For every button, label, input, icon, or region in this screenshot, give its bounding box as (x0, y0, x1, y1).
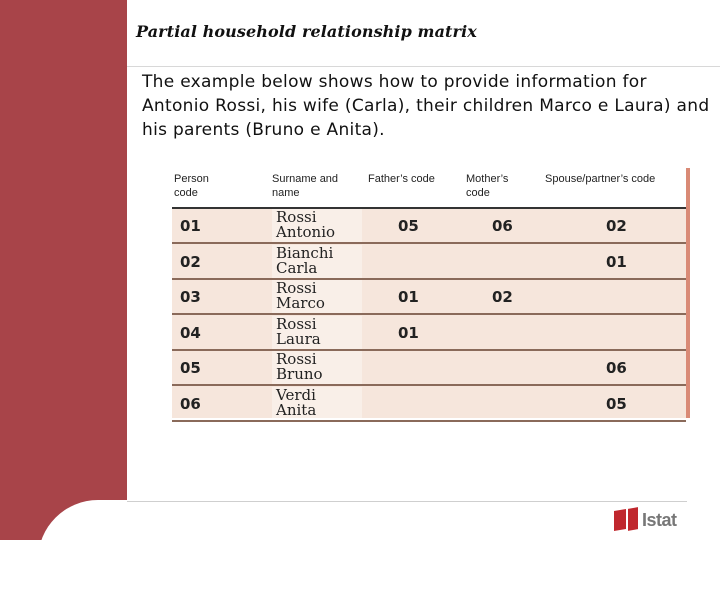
header-underline (172, 207, 686, 209)
person-code-cell: 05 (180, 359, 201, 377)
name-cell-bg (272, 280, 362, 315)
first-name: Bruno (276, 365, 323, 383)
table-row: 06 05 Verdi Anita (172, 385, 686, 422)
matrix-header: Person code Surname and name Father’s co… (172, 168, 686, 208)
name-cell-bg (272, 209, 362, 244)
row-divider (172, 313, 686, 315)
spouse-code-cell: 01 (606, 252, 627, 271)
logo-mark-icon (628, 507, 638, 531)
header-spouse-code: Spouse/partner’s code (545, 173, 656, 185)
person-code-cell: 02 (180, 252, 201, 271)
table-row: 02 01 Bianchi Carla (172, 243, 686, 280)
row-divider (172, 277, 686, 280)
surname-name-cell: Rossi Marco (276, 281, 325, 311)
person-code-cell: 04 (180, 323, 201, 342)
footer-divider (127, 501, 687, 502)
table-row: 03 01 02 Rossi Marco (172, 280, 686, 315)
header-surname-name: Surname and name (272, 173, 339, 199)
spouse-code-cell: 05 (606, 394, 627, 413)
first-name: Laura (276, 329, 321, 348)
name-cell-bg (272, 315, 362, 351)
surname: Verdi (276, 385, 316, 404)
header-father-code: Father’s code (368, 173, 435, 185)
surname-name-cell: Verdi Anita (276, 385, 317, 419)
spouse-code-cell: 06 (606, 359, 627, 377)
sidebar-band (0, 0, 127, 540)
first-name: Anita (276, 400, 317, 419)
surname: Rossi (276, 208, 317, 226)
intro-text: The example below shows how to provide i… (142, 72, 710, 140)
person-code-cell: 01 (180, 217, 201, 235)
matrix-right-border (686, 168, 690, 418)
header-person-code: Person code (174, 173, 209, 199)
relationship-matrix: Person code Surname and name Father’s co… (172, 168, 690, 422)
name-cell-bg (272, 244, 362, 280)
person-code-cell: 06 (180, 394, 201, 413)
table-row: 05 06 Rossi Bruno (172, 351, 686, 386)
first-name: Carla (276, 258, 318, 277)
surname-name-cell: Rossi Antonio (276, 210, 335, 240)
page-title: Partial household relationship matrix (136, 22, 477, 41)
row-divider (172, 242, 686, 244)
father-code-cell: 01 (398, 323, 419, 342)
surname-name-cell: Rossi Bruno (276, 352, 323, 382)
surname-name-cell: Bianchi Carla (276, 243, 334, 277)
surname-name-cell: Rossi Laura (276, 314, 321, 348)
first-name: Antonio (276, 223, 336, 241)
name-cell-bg (272, 386, 362, 422)
person-code-cell: 03 (180, 288, 201, 306)
row-divider (172, 384, 686, 386)
row-divider (172, 419, 686, 422)
surname: Rossi (276, 314, 317, 333)
first-name: Marco (276, 294, 325, 312)
row-divider (172, 348, 686, 351)
father-code-cell: 01 (398, 288, 419, 306)
mother-code-cell: 02 (492, 288, 513, 306)
name-cell-bg (272, 351, 362, 386)
title-divider (127, 66, 720, 67)
logo-mark-icon (614, 508, 626, 532)
surname: Rossi (276, 279, 317, 297)
father-code-cell: 05 (398, 217, 419, 235)
table-row: 04 01 Rossi Laura (172, 314, 686, 351)
surname: Bianchi (276, 243, 334, 262)
surname: Rossi (276, 350, 317, 368)
sidebar-curve (38, 500, 238, 600)
header-mother-code: Mother’s code (466, 173, 509, 199)
mother-code-cell: 06 (492, 217, 513, 235)
table-row: 01 05 06 02 Rossi Antonio (172, 209, 686, 244)
spouse-code-cell: 02 (606, 217, 627, 235)
istat-logo: Istat (614, 507, 694, 532)
logo-text: Istat (642, 510, 677, 530)
